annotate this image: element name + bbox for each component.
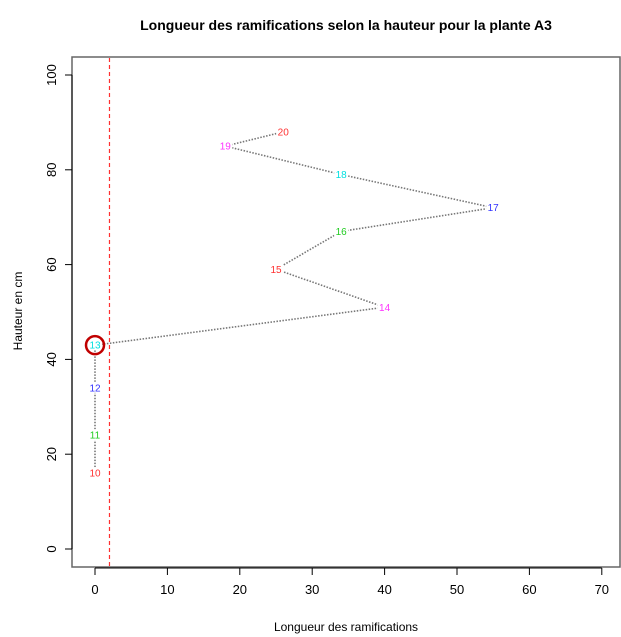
y-tick-label: 80 xyxy=(44,163,59,177)
y-tick-label: 20 xyxy=(44,447,59,461)
x-tick-label: 0 xyxy=(91,582,98,597)
point-label: 10 xyxy=(89,469,101,480)
x-tick-label: 20 xyxy=(233,582,247,597)
series-segment xyxy=(94,306,385,346)
point-label-bg xyxy=(88,429,102,441)
series-segment xyxy=(340,173,494,209)
x-tick-label: 50 xyxy=(450,582,464,597)
x-axis-label: Longueur des ramifications xyxy=(274,620,418,634)
point-label-bg xyxy=(377,301,392,313)
point-label: 17 xyxy=(488,203,500,214)
point-label: 14 xyxy=(379,303,391,314)
point-label-bg xyxy=(88,339,102,351)
point-label: 11 xyxy=(90,431,101,442)
chart-title: Longueur des ramifications selon la haut… xyxy=(140,17,552,33)
point-label: 15 xyxy=(270,265,282,276)
point-label: 18 xyxy=(336,170,348,181)
highlight-circle xyxy=(84,334,106,356)
point-label: 19 xyxy=(220,142,232,153)
point-label: 13 xyxy=(89,341,101,352)
series-lines xyxy=(94,131,494,474)
x-tick-label: 30 xyxy=(305,582,319,597)
point-label-bg xyxy=(486,201,501,213)
y-tick-label: 60 xyxy=(44,257,59,271)
series-segment xyxy=(275,268,385,309)
x-tick-label: 10 xyxy=(160,582,174,597)
point-label-bg xyxy=(88,467,102,479)
series-segment xyxy=(275,230,342,271)
x-tick-label: 60 xyxy=(522,582,536,597)
point-label-bg xyxy=(334,225,349,237)
y-tick-label: 40 xyxy=(44,352,59,366)
point-label: 12 xyxy=(89,383,101,394)
axes: 0 10 20 30 40 50 60 70 0 20 40 60 80 100 xyxy=(44,64,609,597)
y-tick-label: 0 xyxy=(44,545,59,552)
point-label-bg xyxy=(334,168,349,180)
series-segment xyxy=(341,206,494,233)
x-tick-label: 40 xyxy=(377,582,391,597)
y-tick-label: 100 xyxy=(44,64,59,86)
series-segment xyxy=(225,145,342,176)
point-label-bg xyxy=(88,381,102,393)
point-label: 16 xyxy=(336,227,348,238)
point-label-bg xyxy=(269,263,283,275)
point-label: 20 xyxy=(278,127,290,138)
point-label-bg xyxy=(276,125,291,137)
series-segment xyxy=(225,131,284,147)
y-axis-label: Hauteur en cm xyxy=(11,272,25,351)
point-labels: 10 11 12 13 14 15 16 17 18 19 20 xyxy=(84,125,501,480)
x-tick-label: 70 xyxy=(595,582,609,597)
point-label-bg xyxy=(218,140,233,152)
